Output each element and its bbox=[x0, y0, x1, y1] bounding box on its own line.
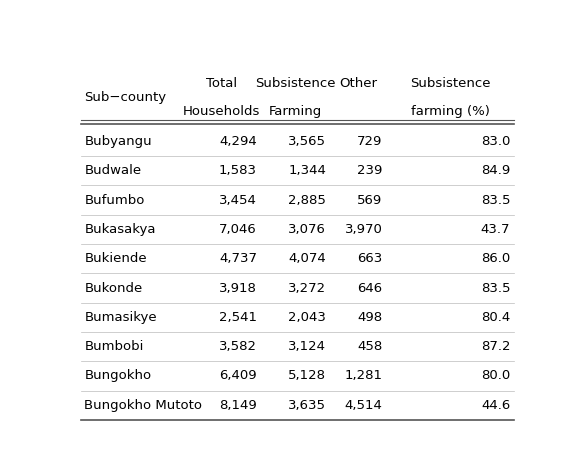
Text: farming (%): farming (%) bbox=[411, 105, 490, 118]
Text: 646: 646 bbox=[358, 281, 382, 295]
Text: 83.0: 83.0 bbox=[481, 135, 510, 148]
Text: 1,583: 1,583 bbox=[219, 164, 257, 177]
Text: Other: Other bbox=[339, 77, 377, 90]
Text: Bumbobi: Bumbobi bbox=[85, 340, 144, 353]
Text: 3,454: 3,454 bbox=[219, 194, 257, 207]
Text: 43.7: 43.7 bbox=[481, 223, 510, 236]
Text: 4,514: 4,514 bbox=[345, 399, 382, 412]
Text: 458: 458 bbox=[357, 340, 382, 353]
Text: 80.4: 80.4 bbox=[481, 311, 510, 324]
Text: 3,565: 3,565 bbox=[289, 135, 327, 148]
Text: Farming: Farming bbox=[268, 105, 322, 118]
Text: Bumasikye: Bumasikye bbox=[85, 311, 157, 324]
Text: 1,281: 1,281 bbox=[344, 369, 382, 383]
Text: 83.5: 83.5 bbox=[481, 194, 510, 207]
Text: Households: Households bbox=[183, 105, 260, 118]
Text: 83.5: 83.5 bbox=[481, 281, 510, 295]
Text: Bungokho Mutoto: Bungokho Mutoto bbox=[85, 399, 203, 412]
Text: 8,149: 8,149 bbox=[219, 399, 257, 412]
Text: 5,128: 5,128 bbox=[289, 369, 327, 383]
Text: Total: Total bbox=[206, 77, 237, 90]
Text: 87.2: 87.2 bbox=[481, 340, 510, 353]
Text: 84.9: 84.9 bbox=[481, 164, 510, 177]
Text: 3,124: 3,124 bbox=[289, 340, 327, 353]
Text: Subsistence: Subsistence bbox=[255, 77, 335, 90]
Text: 3,970: 3,970 bbox=[345, 223, 382, 236]
Text: 3,076: 3,076 bbox=[289, 223, 327, 236]
Text: 6,409: 6,409 bbox=[219, 369, 257, 383]
Text: Subsistence: Subsistence bbox=[410, 77, 490, 90]
Text: Bukonde: Bukonde bbox=[85, 281, 143, 295]
Text: 4,294: 4,294 bbox=[219, 135, 257, 148]
Text: Bukasakya: Bukasakya bbox=[85, 223, 156, 236]
Text: 569: 569 bbox=[357, 194, 382, 207]
Text: Bungokho: Bungokho bbox=[85, 369, 151, 383]
Text: Sub−county: Sub−county bbox=[85, 91, 166, 104]
Text: Budwale: Budwale bbox=[85, 164, 142, 177]
Text: 2,885: 2,885 bbox=[289, 194, 327, 207]
Text: 3,272: 3,272 bbox=[288, 281, 327, 295]
Text: 2,043: 2,043 bbox=[289, 311, 327, 324]
Text: 86.0: 86.0 bbox=[481, 252, 510, 265]
Text: 1,344: 1,344 bbox=[289, 164, 327, 177]
Text: 239: 239 bbox=[357, 164, 382, 177]
Text: Bufumbo: Bufumbo bbox=[85, 194, 145, 207]
Text: 729: 729 bbox=[357, 135, 382, 148]
Text: 498: 498 bbox=[358, 311, 382, 324]
Text: 7,046: 7,046 bbox=[219, 223, 257, 236]
Text: 80.0: 80.0 bbox=[481, 369, 510, 383]
Text: 44.6: 44.6 bbox=[481, 399, 510, 412]
Text: 3,582: 3,582 bbox=[219, 340, 257, 353]
Text: 2,541: 2,541 bbox=[219, 311, 257, 324]
Text: Bubyangu: Bubyangu bbox=[85, 135, 152, 148]
Text: 3,635: 3,635 bbox=[289, 399, 327, 412]
Text: Bukiende: Bukiende bbox=[85, 252, 147, 265]
Text: 4,737: 4,737 bbox=[219, 252, 257, 265]
Text: 3,918: 3,918 bbox=[219, 281, 257, 295]
Text: 4,074: 4,074 bbox=[289, 252, 327, 265]
Text: 663: 663 bbox=[357, 252, 382, 265]
